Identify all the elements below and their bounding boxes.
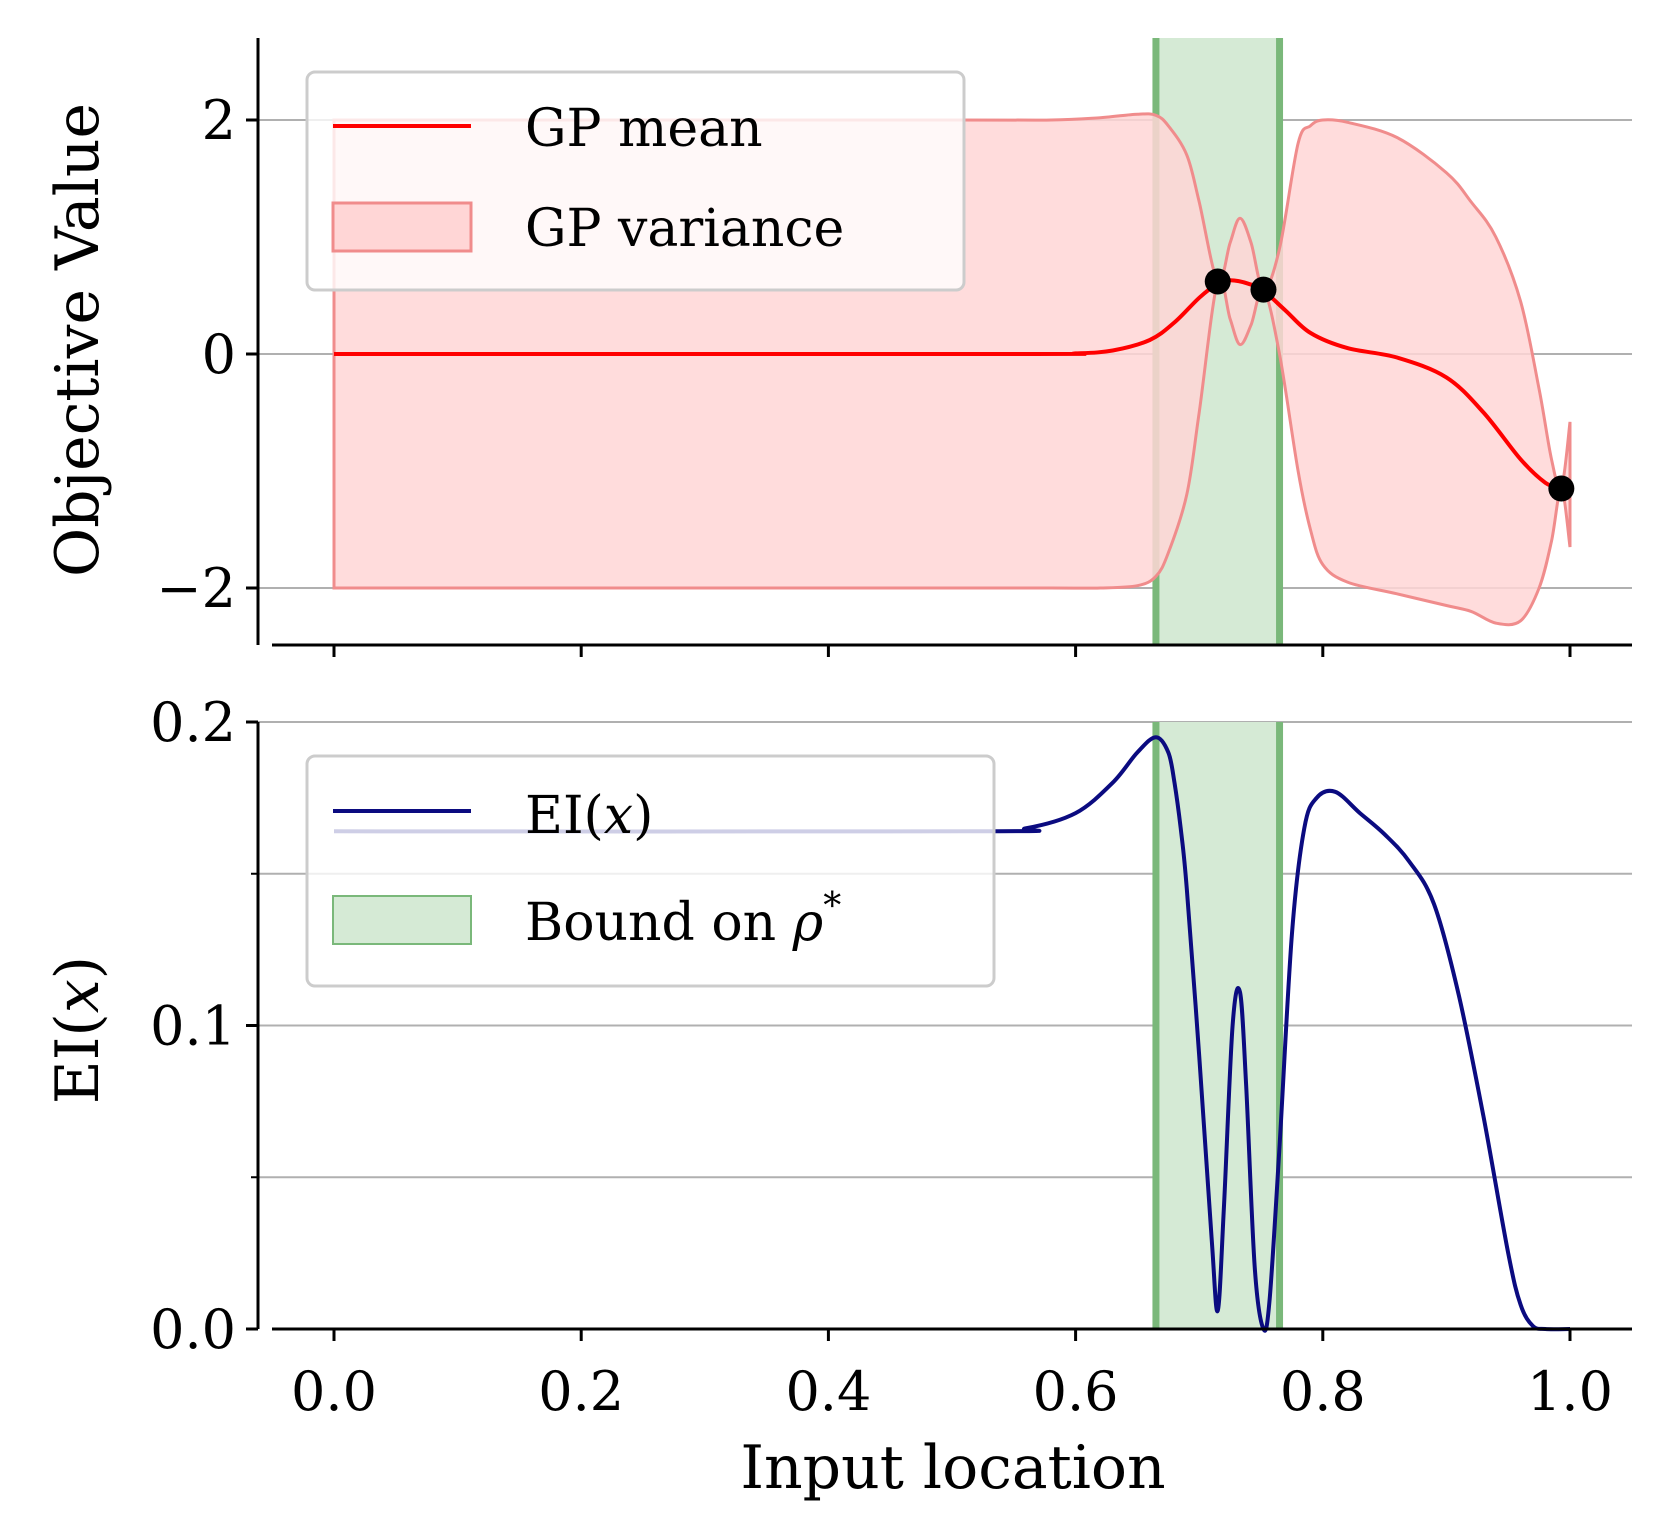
bottom-panel: 0.2 0.1 0.0 0.0 0.2 0.4 0.6 0.8 1.0 EI(x) Input…: [43, 691, 1632, 1503]
ei-line: [333, 735, 1571, 1333]
bottom-x-tick-label: 1.0: [1527, 1360, 1613, 1423]
bottom-y-tick-label: 0.0: [150, 1298, 236, 1361]
bottom-x-tick-label: 0.8: [1280, 1360, 1366, 1423]
bottom-x-ticks: 0.0 0.2 0.4 0.6 0.8 1.0: [291, 1329, 1613, 1423]
legend-ei-label: EI(x): [525, 786, 653, 846]
top-axes: [256, 38, 1632, 647]
top-legend: GP mean GP variance: [305, 70, 966, 292]
observation-point: [1250, 276, 1277, 303]
bottom-x-tick-label: 0.0: [291, 1360, 377, 1423]
bottom-y-ticks: 0.2 0.1 0.0: [150, 691, 258, 1361]
legend-bound-swatch: [332, 895, 472, 945]
bottom-y-axis-label: EI(x): [43, 956, 113, 1104]
bottom-bound-region: [1152, 722, 1284, 1329]
observation-point: [1204, 268, 1231, 295]
bottom-legend-box: [305, 754, 996, 988]
top-y-ticks: 2 0 −2: [156, 89, 258, 620]
x-axis-label: Input location: [740, 1433, 1165, 1503]
top-panel: 2 0 −2 Objective Value GP mean GP variance: [43, 38, 1632, 657]
bottom-x-tick-label: 0.4: [785, 1360, 871, 1423]
top-y-axis-label: Objective Value: [43, 103, 113, 577]
bottom-y-tick-label: 0.2: [150, 691, 236, 754]
observation-point: [1548, 475, 1575, 502]
bottom-x-tick-label: 0.2: [538, 1360, 624, 1423]
bound-fill: [1155, 722, 1280, 1329]
bottom-y-tick-label: 0.1: [150, 995, 236, 1058]
legend-gp-variance-swatch: [331, 201, 473, 253]
observation-points: [1204, 268, 1575, 502]
bottom-legend: EI(x) Bound on ρ*: [305, 754, 996, 988]
gp-mean-line: [333, 278, 1562, 491]
bottom-x-tick-label: 0.6: [1033, 1360, 1119, 1423]
top-y-tick-label: −2: [156, 557, 236, 620]
legend-gp-variance-label: GP variance: [525, 199, 844, 259]
legend-gp-mean-label: GP mean: [525, 99, 763, 159]
top-y-tick-label: 2: [202, 89, 236, 152]
legend-bound-label: Bound on ρ*: [525, 886, 841, 953]
top-x-ticks: [332, 645, 1572, 657]
top-y-tick-label: 0: [202, 323, 236, 386]
